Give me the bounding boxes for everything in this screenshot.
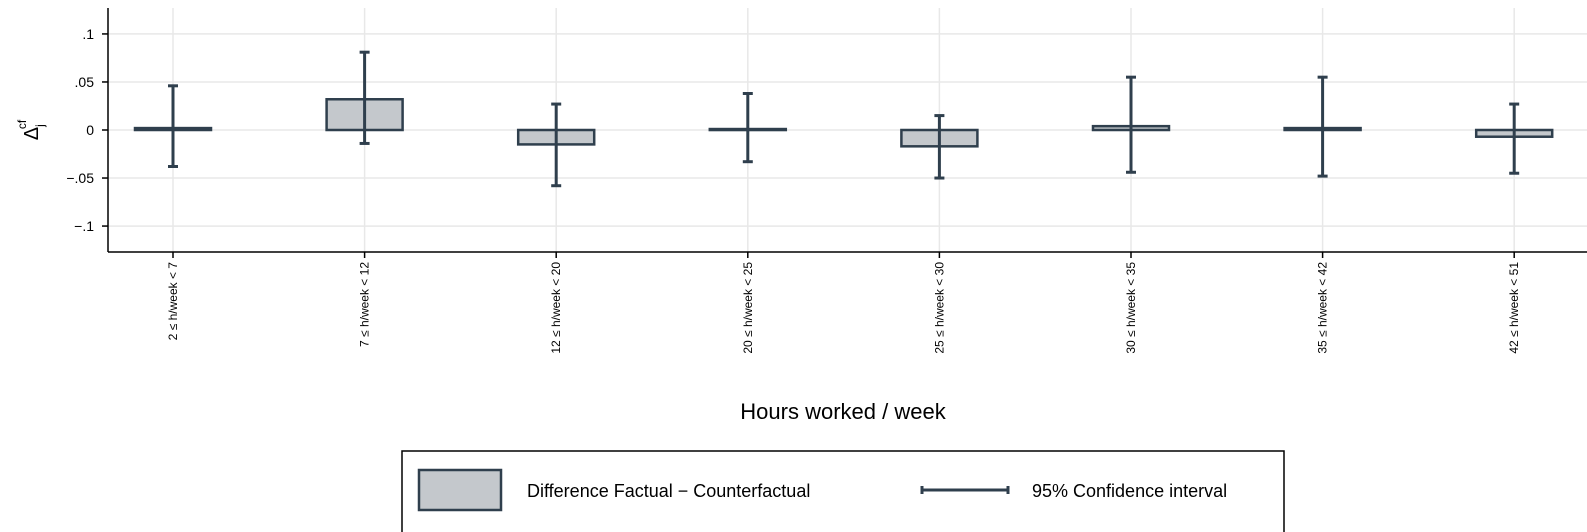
error-bar — [742, 91, 753, 164]
x-tick-label: 12 ≤ h/week < 20 — [549, 262, 563, 354]
y-tick-label: .1 — [82, 26, 94, 42]
y-label-main: Δ — [21, 127, 43, 140]
x-tick-label: 35 ≤ h/week < 42 — [1316, 262, 1330, 354]
error-bar — [168, 84, 178, 169]
error-bar — [359, 50, 370, 145]
x-tick-label: 2 ≤ h/week < 7 — [166, 262, 180, 341]
y-tick-label: −.1 — [74, 218, 94, 234]
legend-box — [401, 450, 1285, 532]
x-tick-label: 7 ≤ h/week < 12 — [358, 262, 372, 347]
x-tick-label: 42 ≤ h/week < 51 — [1507, 262, 1521, 354]
y-label-symbol: Δjcf — [15, 119, 47, 140]
legend-label: 95% Confidence interval — [1032, 481, 1227, 501]
y-tick-label: .05 — [75, 74, 95, 90]
y-label-sup: cf — [15, 119, 29, 129]
x-tick-label: 25 ≤ h/week < 30 — [932, 262, 946, 354]
legend-label: Difference Factual − Counterfactual — [527, 481, 810, 501]
error-bar — [551, 102, 562, 188]
x-tick-label: 20 ≤ h/week < 25 — [741, 262, 755, 354]
y-tick-label: 0 — [86, 122, 94, 138]
y-tick-label: −.05 — [66, 170, 94, 186]
y-axis-title: Δjcf — [15, 119, 47, 140]
legend-swatch — [417, 468, 503, 512]
error-bar — [1126, 75, 1136, 174]
x-tick-label: 30 ≤ h/week < 35 — [1124, 262, 1138, 354]
x-axis-title: Hours worked / week — [740, 399, 946, 424]
y-label-sub: j — [33, 124, 47, 128]
error-bar — [1509, 102, 1520, 175]
error-bar — [1317, 75, 1328, 178]
error-bar — [934, 114, 945, 180]
